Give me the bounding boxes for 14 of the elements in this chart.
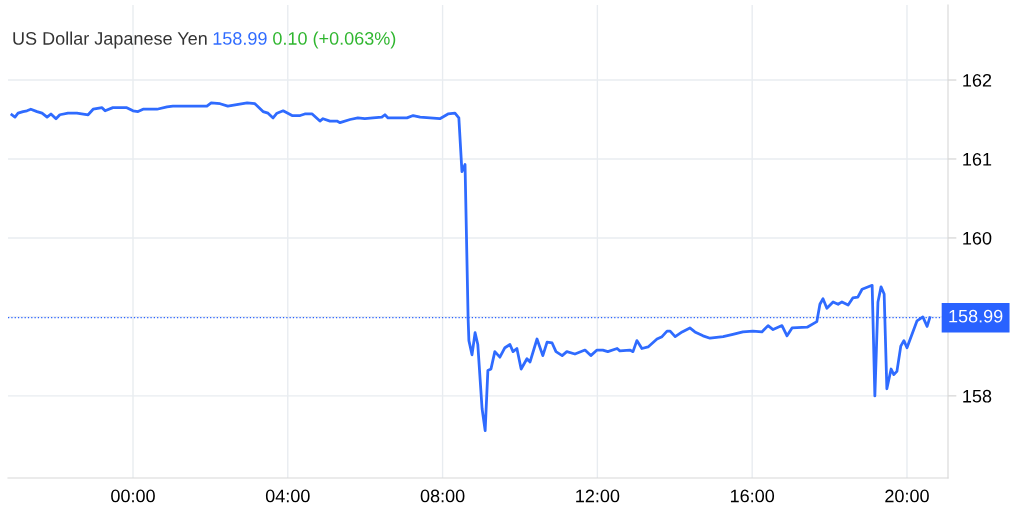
annotation: 0.10 (+0.063%) bbox=[273, 31, 396, 49]
y-tick-label: 162 bbox=[963, 73, 992, 87]
y-tick-label: 161 bbox=[963, 152, 992, 166]
x-tick-label: 20:00 bbox=[885, 489, 929, 503]
x-tick-label: 04:00 bbox=[265, 489, 310, 503]
y-tick-label: 160 bbox=[963, 231, 992, 245]
ref-line-label: 158.99 bbox=[949, 309, 1003, 323]
text: US Dollar Japanese Yen bbox=[13, 31, 207, 49]
x-tick-label: 00:00 bbox=[111, 489, 155, 503]
x-tick-label: 12:00 bbox=[576, 489, 620, 503]
x-tick-label: 16:00 bbox=[730, 489, 775, 503]
x-tick-label: 08:00 bbox=[420, 489, 465, 503]
y-tick-label: 158 bbox=[963, 389, 992, 403]
annotation: 158.99 bbox=[213, 32, 267, 45]
